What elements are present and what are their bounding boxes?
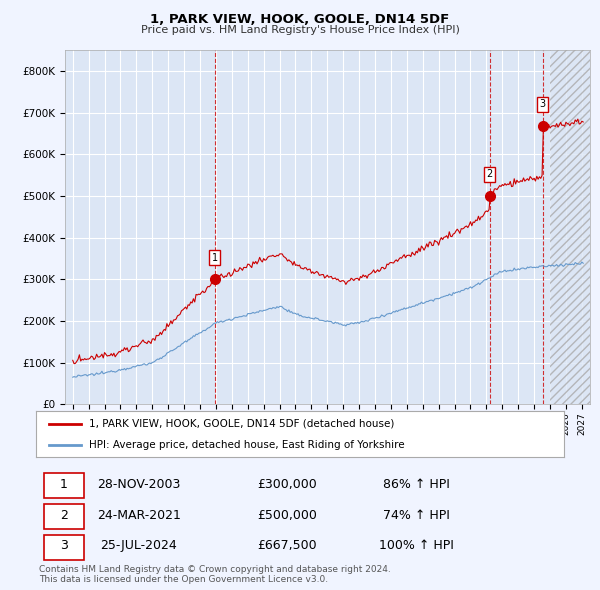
FancyBboxPatch shape [44, 535, 83, 560]
Text: 86% ↑ HPI: 86% ↑ HPI [383, 478, 449, 491]
Text: £500,000: £500,000 [257, 509, 317, 522]
Text: 1: 1 [60, 478, 68, 491]
Text: Price paid vs. HM Land Registry's House Price Index (HPI): Price paid vs. HM Land Registry's House … [140, 25, 460, 35]
Text: Contains HM Land Registry data © Crown copyright and database right 2024.
This d: Contains HM Land Registry data © Crown c… [39, 565, 391, 584]
Text: 74% ↑ HPI: 74% ↑ HPI [383, 509, 449, 522]
Text: HPI: Average price, detached house, East Riding of Yorkshire: HPI: Average price, detached house, East… [89, 440, 404, 450]
Text: 2: 2 [487, 169, 493, 179]
Text: 28-NOV-2003: 28-NOV-2003 [97, 478, 181, 491]
Text: 24-MAR-2021: 24-MAR-2021 [97, 509, 181, 522]
Text: 2: 2 [60, 509, 68, 522]
Text: 1: 1 [212, 253, 218, 263]
FancyBboxPatch shape [44, 504, 83, 529]
Text: 100% ↑ HPI: 100% ↑ HPI [379, 539, 454, 552]
Text: £667,500: £667,500 [257, 539, 317, 552]
Bar [550, 50, 590, 404]
Text: 3: 3 [539, 100, 546, 110]
Text: 25-JUL-2024: 25-JUL-2024 [101, 539, 178, 552]
Text: £300,000: £300,000 [257, 478, 317, 491]
Text: 1, PARK VIEW, HOOK, GOOLE, DN14 5DF: 1, PARK VIEW, HOOK, GOOLE, DN14 5DF [151, 13, 449, 26]
Bar [550, 50, 590, 404]
Text: 3: 3 [60, 539, 68, 552]
FancyBboxPatch shape [44, 473, 83, 498]
Text: 1, PARK VIEW, HOOK, GOOLE, DN14 5DF (detached house): 1, PARK VIEW, HOOK, GOOLE, DN14 5DF (det… [89, 419, 394, 429]
